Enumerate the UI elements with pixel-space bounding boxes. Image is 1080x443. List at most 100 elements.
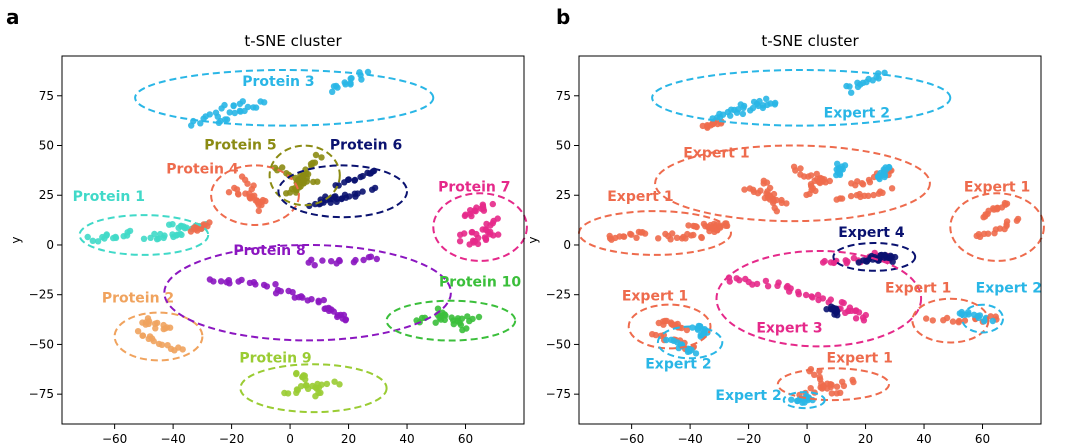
data-point	[252, 281, 259, 288]
data-point	[799, 399, 806, 406]
x-tick-label: 40	[399, 432, 414, 443]
y-tick-label: 0	[563, 238, 571, 252]
cluster-ellipse	[163, 244, 452, 342]
data-point	[489, 200, 496, 208]
data-point	[308, 296, 315, 303]
data-point	[827, 383, 834, 391]
y-tick-label: 75	[39, 89, 54, 103]
x-tick-label: −40	[677, 432, 702, 443]
data-point	[487, 228, 494, 235]
x-tick-label: 60	[975, 432, 990, 443]
data-point	[333, 198, 340, 205]
scatter-points	[84, 68, 502, 400]
data-point	[314, 178, 321, 185]
data-point	[302, 376, 309, 383]
data-point	[495, 231, 502, 238]
data-point	[692, 223, 699, 230]
cluster-label: Protein 2	[102, 291, 174, 307]
data-point	[479, 201, 486, 208]
data-point	[763, 95, 770, 103]
cluster-label: Protein 3	[242, 74, 314, 90]
data-point	[94, 238, 102, 245]
data-point	[733, 275, 740, 282]
data-point	[327, 199, 334, 206]
data-point	[293, 370, 300, 378]
panel-label: a	[6, 5, 20, 29]
data-point	[298, 293, 305, 300]
x-tick-label: 0	[286, 432, 294, 443]
data-point	[336, 381, 343, 388]
data-point	[246, 193, 253, 201]
y-tick-label: 50	[556, 139, 571, 153]
data-point	[260, 281, 268, 289]
data-point	[230, 102, 237, 110]
data-point	[857, 193, 864, 201]
data-point	[166, 324, 174, 331]
data-point	[456, 238, 464, 245]
data-point	[817, 174, 824, 182]
data-point	[698, 233, 705, 241]
data-point	[816, 373, 823, 381]
cluster-label: Expert 2	[645, 356, 711, 372]
data-point	[359, 188, 366, 195]
data-point	[244, 180, 251, 187]
data-point	[450, 320, 457, 328]
data-point	[749, 281, 756, 288]
data-point	[881, 252, 888, 259]
cluster-label: Protein 6	[330, 138, 402, 154]
data-point	[432, 319, 439, 326]
data-point	[221, 101, 228, 109]
data-point	[965, 311, 972, 318]
data-point	[475, 313, 483, 321]
cluster-label: Protein 7	[438, 179, 510, 195]
data-point	[160, 234, 167, 242]
data-point	[244, 103, 252, 111]
data-point	[879, 189, 886, 196]
data-point	[134, 328, 142, 335]
data-point	[348, 75, 355, 82]
data-point	[261, 99, 268, 106]
data-point	[669, 230, 676, 237]
data-point	[923, 315, 930, 322]
data-point	[976, 312, 984, 319]
data-point	[364, 68, 372, 76]
y-tick-label: 25	[39, 188, 54, 202]
x-tick-label: 60	[458, 432, 473, 443]
data-point	[733, 109, 741, 116]
data-point	[774, 282, 781, 289]
data-point	[169, 221, 176, 228]
x-tick-label: −60	[619, 432, 644, 443]
cluster-ellipse	[627, 303, 712, 350]
cluster-label: Expert 2	[715, 388, 781, 404]
cluster-ellipse	[134, 69, 435, 127]
cluster-ellipse	[210, 164, 300, 226]
data-point	[315, 297, 322, 304]
data-point	[848, 89, 855, 96]
data-point	[255, 207, 262, 215]
cluster-label: Expert 2	[976, 281, 1042, 297]
x-tick-label: 40	[916, 432, 931, 443]
data-point	[150, 337, 157, 345]
data-point	[461, 230, 468, 237]
data-point	[272, 281, 279, 288]
data-point	[212, 109, 220, 116]
data-point	[124, 229, 131, 236]
data-point	[834, 312, 841, 319]
data-point	[139, 332, 146, 339]
data-point	[354, 190, 361, 197]
data-point	[929, 317, 936, 324]
data-point	[823, 306, 830, 313]
data-point	[204, 223, 211, 230]
data-point	[813, 170, 820, 178]
data-point	[633, 234, 640, 241]
data-point	[753, 280, 761, 288]
cluster-label: Expert 1	[683, 145, 749, 161]
data-point	[849, 376, 856, 384]
data-point	[989, 317, 996, 325]
data-point	[865, 176, 873, 184]
y-tick-label: 75	[556, 89, 571, 103]
data-point	[328, 258, 335, 265]
data-point	[1014, 215, 1022, 223]
data-point	[877, 169, 884, 177]
y-tick-label: 50	[39, 139, 54, 153]
